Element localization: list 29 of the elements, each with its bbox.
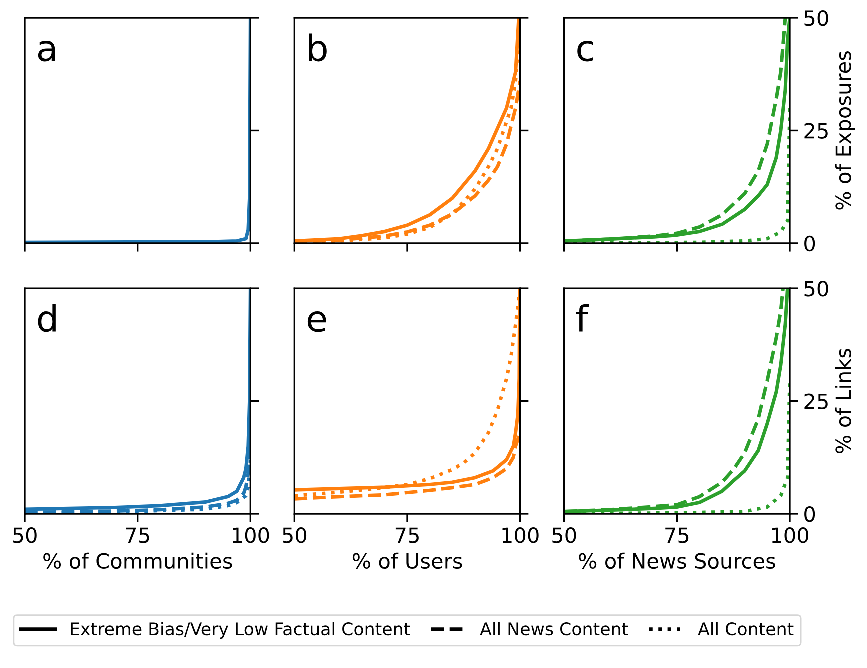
x-axis-title: % of News Sources (579, 552, 776, 570)
y-tick-label: 50 (804, 10, 828, 26)
annotation: e (308, 312, 326, 332)
annotation: b (309, 34, 327, 62)
x-axis-title: % of Users (352, 552, 462, 570)
y-tick-label: 25 (804, 123, 828, 139)
y-axis-title: % of Links (835, 348, 852, 454)
y-tick-label: 0 (804, 506, 816, 522)
annotation: d (38, 304, 56, 332)
annotation: f (576, 304, 590, 332)
text: Extreme Bias/Very Low Factual Content (71, 622, 410, 640)
x-tick-label: 50 (13, 528, 37, 544)
x-tick-label: 75 (126, 528, 150, 544)
text: All News Content (480, 622, 628, 636)
x-tick-label: 50 (283, 528, 307, 544)
y-tick-label: 0 (804, 236, 816, 252)
x-tick-label: 100 (772, 528, 808, 544)
x-axis-title: % of Communities (44, 552, 232, 570)
annotation: c (578, 41, 594, 62)
x-tick-label: 100 (233, 528, 270, 544)
text: All Content (698, 622, 794, 636)
y-axis-title: % of Exposures (835, 52, 856, 210)
annotation: a (38, 41, 56, 62)
x-tick-label: 50 (552, 528, 576, 544)
x-tick-label: 75 (396, 528, 419, 544)
x-tick-label: 75 (666, 528, 689, 544)
x-tick-label: 100 (502, 528, 539, 544)
y-tick-label: 50 (804, 281, 828, 297)
y-tick-label: 25 (804, 394, 828, 410)
